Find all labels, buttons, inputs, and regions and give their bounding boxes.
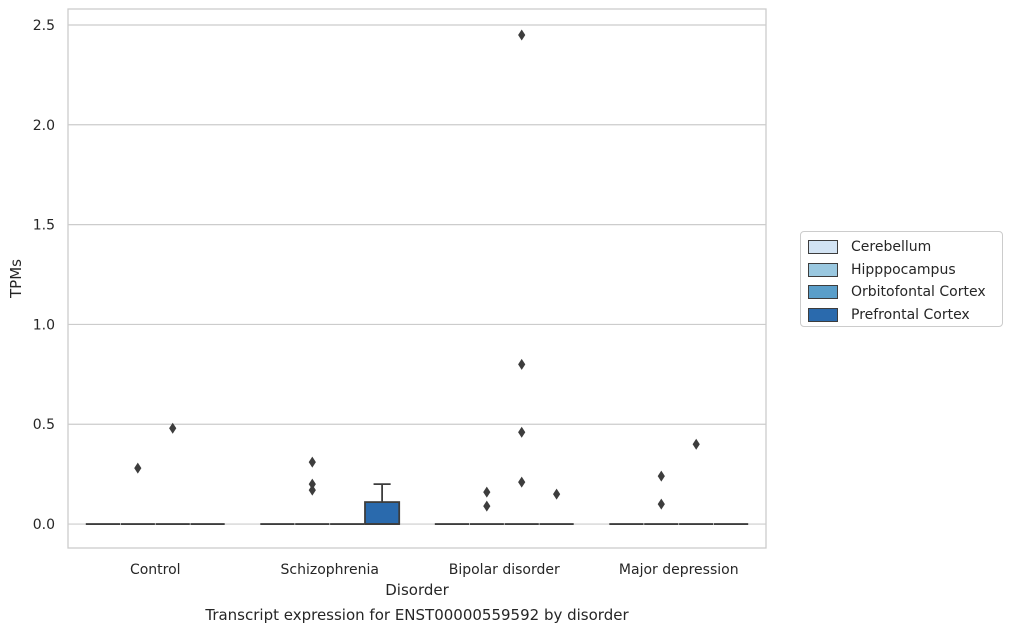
outlier-point-hipppocampus-bipolar-disorder <box>483 500 491 512</box>
y-tick-label: 0.0 <box>33 517 55 533</box>
legend-swatch-prefrontal-cortex <box>808 307 838 322</box>
outlier-point-prefrontal-cortex-bipolar-disorder <box>553 488 561 500</box>
box-prefrontal-cortex-schizophrenia <box>364 501 401 525</box>
legend-swatch-cerebellum <box>808 240 838 255</box>
legend-item-cerebellum: Cerebellum <box>808 236 1002 259</box>
legend-label-prefrontal-cortex: Prefrontal Cortex <box>851 306 970 323</box>
chart-caption: Transcript expression for ENST0000055959… <box>205 606 629 624</box>
outlier-point-hipppocampus-schizophrenia <box>308 484 316 496</box>
legend-item-orbitofrontal-cortex: Orbitofontal Cortex <box>808 281 1002 304</box>
legend: Cerebellum Hipppocampus Orbitofontal Cor… <box>800 231 1003 327</box>
y-tick-label: 0.5 <box>33 417 55 433</box>
y-axis-label: TPMs <box>7 259 25 299</box>
x-tick-label-schizophrenia: Schizophrenia <box>281 562 379 578</box>
outlier-point-hipppocampus-bipolar-disorder <box>483 486 491 498</box>
legend-item-prefrontal-cortex: Prefrontal Cortex <box>808 304 1002 327</box>
legend-swatch-orbitofrontal-cortex <box>808 285 838 300</box>
x-tick-label-control: Control <box>130 562 181 578</box>
y-tick-label: 2.0 <box>33 118 55 134</box>
y-tick-labels: 0.0 0.5 1.0 1.5 2.0 2.5 <box>33 18 55 533</box>
x-tick-label-major-depression: Major depression <box>619 562 739 578</box>
legend-label-orbitofrontal-cortex: Orbitofontal Cortex <box>851 284 986 301</box>
outliers <box>134 29 700 512</box>
y-tick-label: 2.5 <box>33 18 55 34</box>
outlier-point-orbitofontal-cortex-bipolar-disorder <box>518 426 526 438</box>
outlier-point-orbitofontal-cortex-major-depression <box>692 438 700 450</box>
outlier-point-hipppocampus-schizophrenia <box>308 478 316 490</box>
boxes <box>85 483 749 525</box>
outlier-point-hipppocampus-control <box>134 462 142 474</box>
outlier-point-orbitofontal-cortex-bipolar-disorder <box>518 29 526 41</box>
plot-frame <box>67 8 767 549</box>
outlier-point-hipppocampus-major-depression <box>657 470 665 482</box>
legend-label-hippocampus: Hipppocampus <box>851 261 956 278</box>
outlier-point-hipppocampus-schizophrenia <box>308 456 316 468</box>
outlier-point-orbitofontal-cortex-bipolar-disorder <box>518 476 526 488</box>
x-tick-labels: Control Schizophrenia Bipolar disorder Majo… <box>130 562 739 578</box>
grid-lines <box>68 24 766 525</box>
y-tick-label: 1.0 <box>33 317 55 333</box>
x-axis-label: Disorder <box>385 581 449 599</box>
outlier-point-hipppocampus-major-depression <box>657 498 665 510</box>
y-tick-label: 1.5 <box>33 218 55 234</box>
legend-item-hippocampus: Hipppocampus <box>808 259 1002 282</box>
legend-label-cerebellum: Cerebellum <box>851 239 932 256</box>
outlier-point-orbitofontal-cortex-control <box>169 422 177 434</box>
legend-swatch-hippocampus <box>808 262 838 277</box>
x-tick-label-bipolar-disorder: Bipolar disorder <box>449 562 560 578</box>
outlier-point-orbitofontal-cortex-bipolar-disorder <box>518 358 526 370</box>
